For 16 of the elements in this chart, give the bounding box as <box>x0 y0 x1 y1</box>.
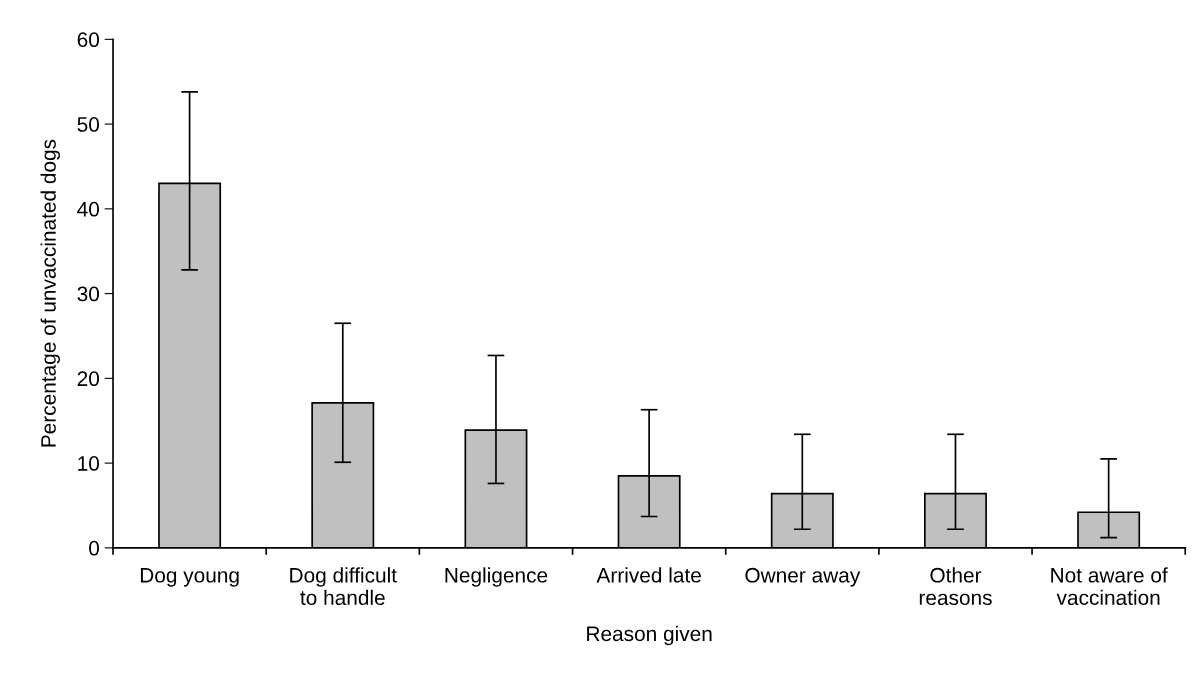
y-tick-label: 10 <box>78 456 100 471</box>
x-axis-title: Reason given <box>587 625 712 646</box>
x-tick-label: Owner away <box>745 567 861 587</box>
x-tick-label: Arrived late <box>596 567 701 583</box>
y-tick-label: 30 <box>77 286 100 302</box>
x-tick-label: Dog difficult to handle <box>290 567 397 606</box>
x-tick-label: Not aware of vaccination <box>1051 567 1168 606</box>
y-tick-label: 20 <box>77 371 100 387</box>
y-axis-title: Percentage of unvaccinated dogs <box>40 139 60 447</box>
x-tick-label: Other reasons <box>919 567 992 606</box>
x-tick-label: Negligence <box>445 567 548 587</box>
y-tick-label: 0 <box>89 540 100 556</box>
x-tick-label: Dog young <box>140 568 239 587</box>
y-tick-label: 40 <box>77 201 100 217</box>
y-tick-label: 60 <box>77 32 100 48</box>
y-tick-label: 50 <box>77 117 100 132</box>
